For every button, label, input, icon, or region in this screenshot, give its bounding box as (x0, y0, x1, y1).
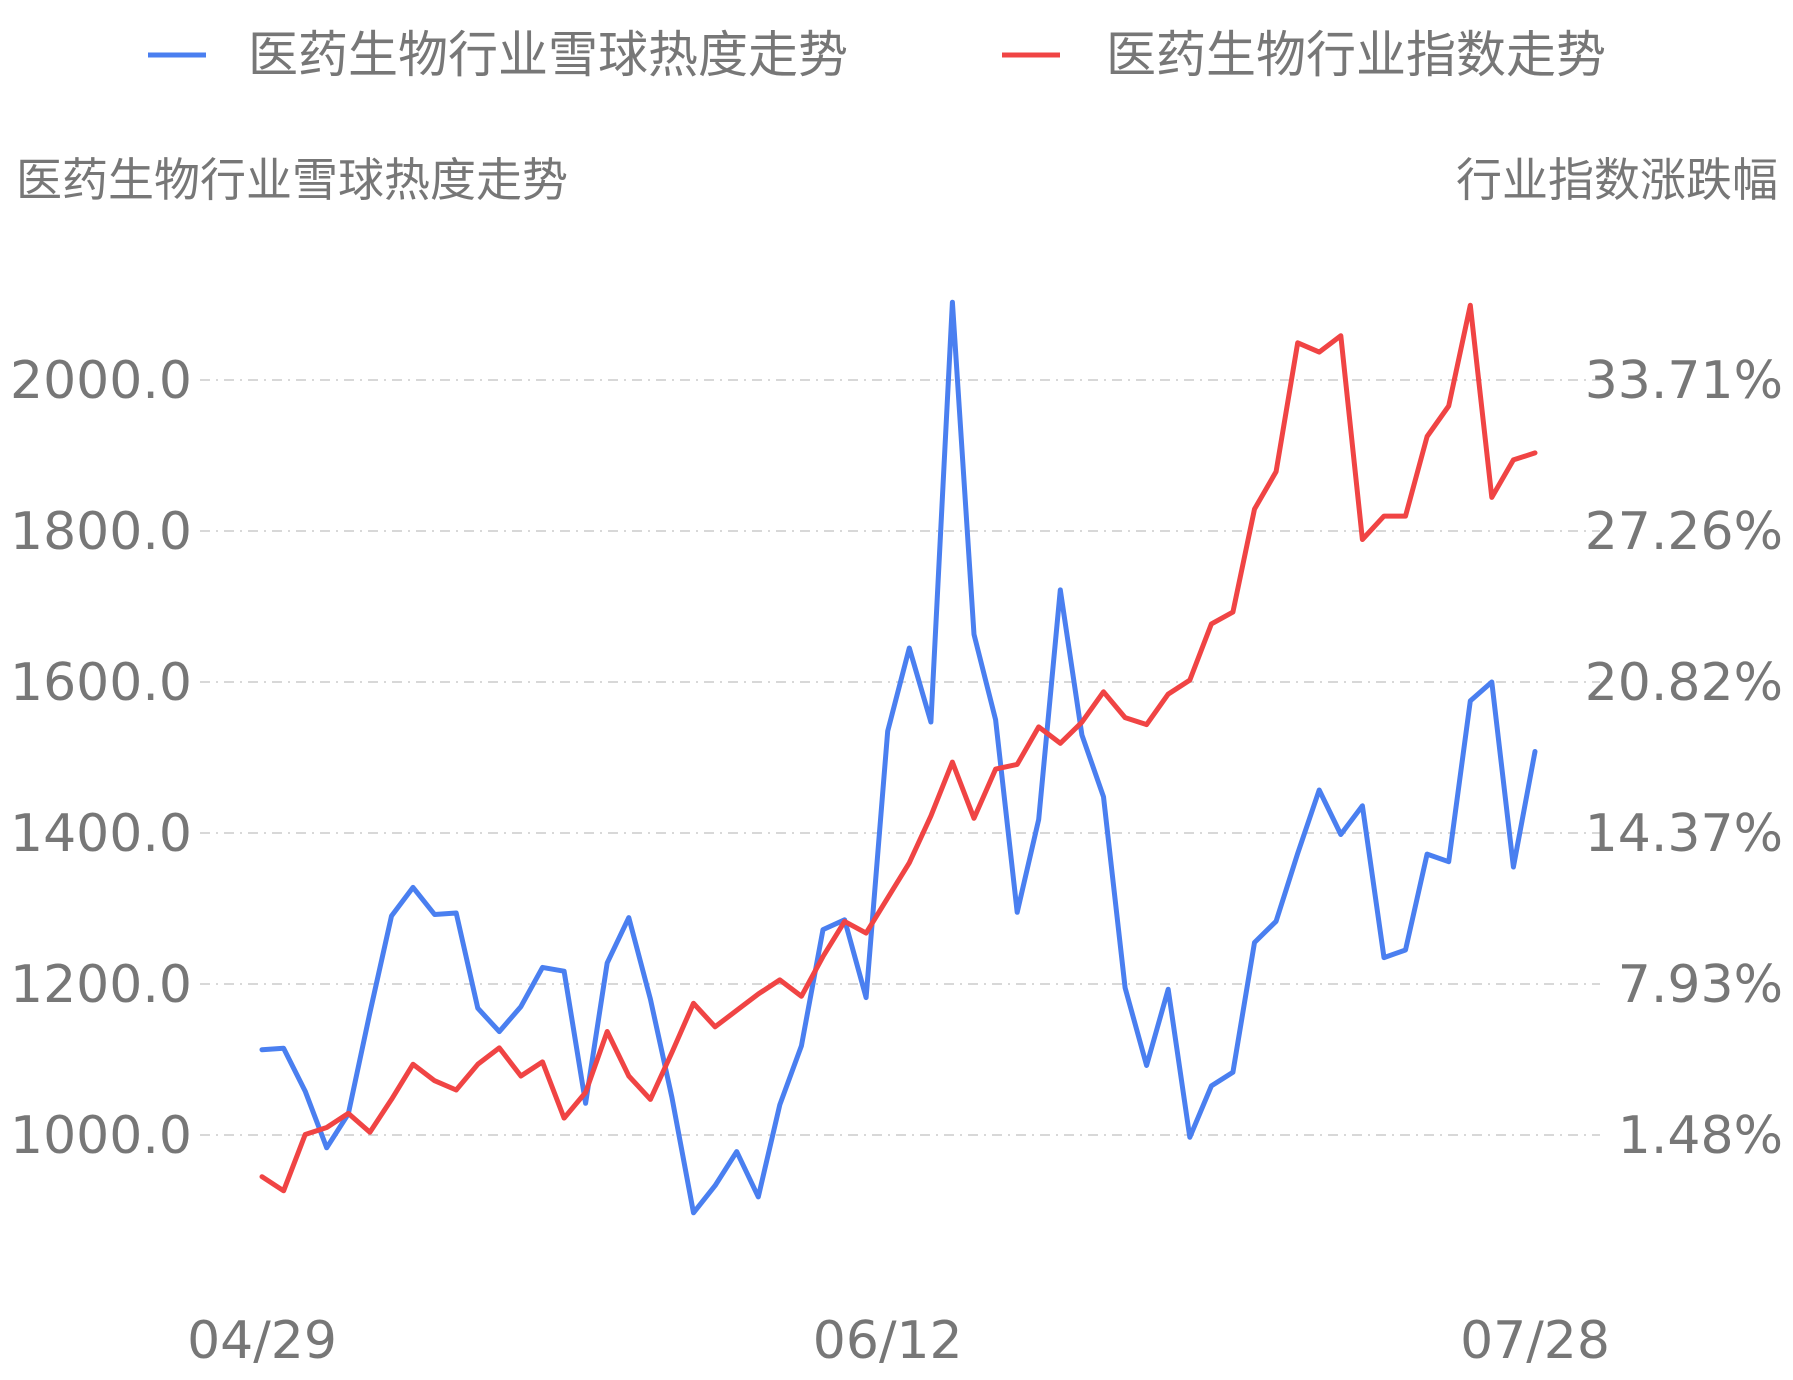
legend-index-label: 医药生物行业指数走势 (1106, 26, 1606, 84)
right-tick-label: 14.37% (1585, 804, 1783, 864)
index-series-line (259, 302, 1538, 1194)
x-axis-ticks: 04/29 06/12 07/28 (187, 1311, 1610, 1371)
legend-heat-label: 医药生物行业雪球热度走势 (248, 26, 848, 84)
x-tick-label: 06/12 (813, 1311, 963, 1371)
x-tick-label: 07/28 (1460, 1311, 1610, 1371)
right-axis-ticks: 1.48% 7.93% 14.37% 20.82% 27.26% 33.71% (1585, 351, 1783, 1166)
left-tick-label: 1800.0 (10, 502, 192, 562)
left-tick-label: 2000.0 (10, 351, 192, 411)
left-tick-label: 1400.0 (10, 804, 192, 864)
right-tick-label: 27.26% (1585, 502, 1783, 562)
right-axis-title: 行业指数涨跌幅 (1456, 153, 1778, 207)
right-tick-label: 20.82% (1585, 653, 1783, 713)
right-tick-label: 33.71% (1585, 351, 1783, 411)
right-tick-label: 7.93% (1618, 955, 1783, 1015)
right-tick-label: 1.48% (1618, 1106, 1783, 1166)
left-tick-label: 1000.0 (10, 1106, 192, 1166)
left-axis-title: 医药生物行业雪球热度走势 (16, 153, 568, 207)
x-tick-label: 04/29 (187, 1311, 337, 1371)
gridlines (200, 379, 1600, 1136)
heat-series-line (259, 299, 1538, 1216)
left-tick-label: 1600.0 (10, 653, 192, 713)
legend: 医药生物行业雪球热度走势 医药生物行业指数走势 (148, 26, 1606, 84)
left-tick-label: 1200.0 (10, 955, 192, 1015)
series-lines (259, 299, 1538, 1216)
left-axis-ticks: 1000.0 1200.0 1400.0 1600.0 1800.0 2000.0 (10, 351, 192, 1166)
